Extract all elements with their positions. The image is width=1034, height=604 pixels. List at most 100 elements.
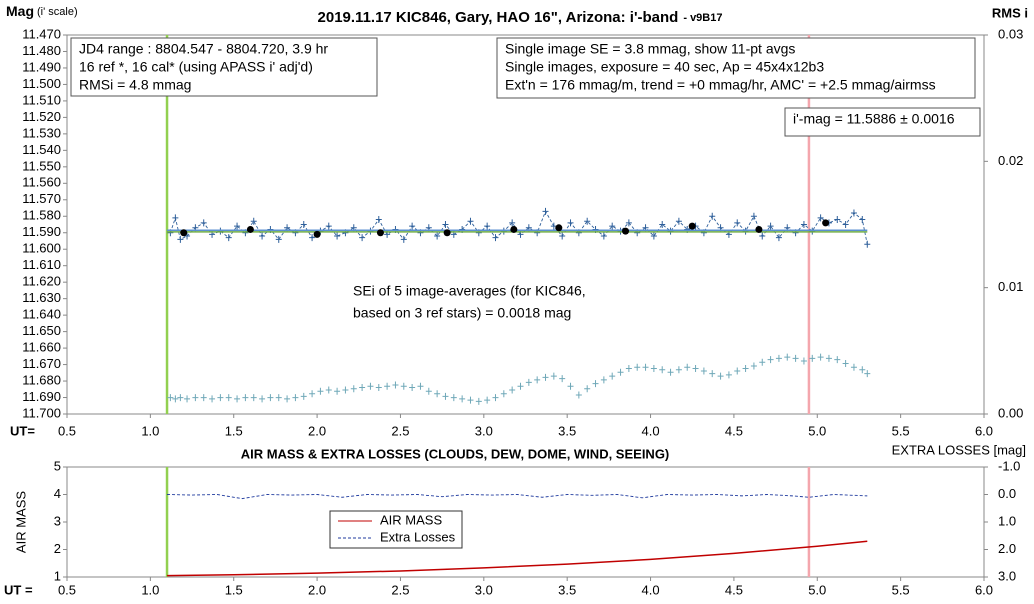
plot-area <box>66 466 985 578</box>
plus-point <box>400 235 407 243</box>
plus-point <box>434 390 441 398</box>
chart-title: 2019.11.17 KIC846, Gary, HAO 16", Arizon… <box>318 9 723 26</box>
legend-label: Extra Losses <box>380 529 456 544</box>
plus-point <box>684 363 691 371</box>
plus-point <box>342 386 349 394</box>
plus-point <box>317 387 324 395</box>
average-point <box>822 219 830 227</box>
y-tick-label: 11.510 <box>22 92 61 107</box>
y-tick-label: 11.560 <box>22 175 61 190</box>
plus-point <box>659 366 666 374</box>
y2-tick-label: 2.0 <box>998 541 1016 556</box>
y2-tick-label: 0.03 <box>998 26 1023 41</box>
plus-point <box>367 227 374 235</box>
plus-point <box>409 383 416 391</box>
y-tick-label: 11.670 <box>22 356 61 371</box>
plus-point <box>859 366 866 374</box>
x-tick-label: 2.0 <box>308 423 326 438</box>
plus-point <box>767 356 774 364</box>
plus-point <box>359 383 366 391</box>
plus-point <box>864 370 871 378</box>
plus-point <box>450 394 457 402</box>
y-tick-label: 11.660 <box>22 340 61 355</box>
average-point <box>755 225 763 233</box>
plus-point <box>864 240 871 248</box>
x-axis-label: UT= <box>10 423 35 438</box>
plus-point <box>550 372 557 380</box>
x-tick-label: 4.0 <box>642 582 660 597</box>
plus-point <box>367 382 374 390</box>
plus-point <box>259 395 266 403</box>
subtitle: - v9B17 <box>683 12 722 24</box>
plus-point <box>409 222 416 230</box>
plus-point <box>825 354 832 362</box>
plus-point <box>309 390 316 398</box>
plus-point <box>542 207 549 215</box>
x-tick-label: 1.0 <box>141 582 159 597</box>
y2-tick-label: 0.01 <box>998 279 1023 294</box>
plus-point <box>575 391 582 399</box>
plus-point <box>292 394 299 402</box>
x-tick-label: 0.5 <box>58 582 76 597</box>
annotation-text: Single image SE = 3.8 mmag, show 11-pt a… <box>505 41 795 57</box>
x-tick-label: 4.5 <box>725 582 743 597</box>
x-tick-label: 3.5 <box>558 423 576 438</box>
plus-point <box>709 212 716 220</box>
plus-point <box>192 394 199 402</box>
y-tick-label: 11.540 <box>22 142 61 157</box>
chart-title: AIR MASS & EXTRA LOSSES (CLOUDS, DEW, DO… <box>241 446 670 461</box>
y-label-main: Mag <box>6 3 34 19</box>
plus-point <box>325 386 332 394</box>
annotation-text: i'-mag = 11.5886 ± 0.0016 <box>793 111 955 127</box>
plus-point <box>184 395 191 403</box>
plus-point <box>534 376 541 384</box>
plus-point <box>375 383 382 391</box>
plus-point <box>742 227 749 235</box>
y-tick-label: 11.570 <box>22 191 61 206</box>
plus-point <box>417 382 424 390</box>
plus-point <box>567 382 574 390</box>
plus-point <box>784 353 791 361</box>
plus-point <box>275 235 282 243</box>
plus-point <box>650 365 657 373</box>
y-tick-label: 11.680 <box>22 372 61 387</box>
annotation-text: RMSi = 4.8 mmag <box>79 77 191 93</box>
annotation-text: Single images, exposure = 40 sec, Ap = 4… <box>505 59 824 75</box>
plus-point <box>525 378 532 386</box>
plus-point <box>177 394 184 402</box>
y2-tick-label: 0.0 <box>998 486 1016 501</box>
plus-point <box>200 219 207 227</box>
plus-point <box>217 227 224 235</box>
plus-point <box>742 365 749 373</box>
plus-point <box>834 356 841 364</box>
title-text: 2019.11.17 KIC846, Gary, HAO 16", Arizon… <box>318 9 679 26</box>
annotation-box <box>496 37 976 99</box>
plus-point <box>484 222 491 230</box>
x-tick-label: 3.5 <box>558 582 576 597</box>
plus-point <box>609 372 616 380</box>
y-axis-label: Mag (i' scale) <box>6 3 78 19</box>
plus-point <box>667 368 674 376</box>
plus-point <box>559 232 566 240</box>
plus-point <box>225 234 232 242</box>
plus-point <box>625 365 632 373</box>
plus-point <box>509 219 516 227</box>
y-tick-label: 11.650 <box>22 323 61 338</box>
y-tick-label: 4 <box>54 486 61 501</box>
legend-box <box>329 510 463 549</box>
y-tick-label: 11.470 <box>22 26 61 41</box>
x-tick-label: 3.0 <box>475 423 493 438</box>
x-tick-label: 2.5 <box>391 582 409 597</box>
plus-point <box>700 367 707 375</box>
annotation-box <box>784 107 981 137</box>
plus-point <box>309 234 316 242</box>
y-tick-label: 11.580 <box>22 208 61 223</box>
x-tick-label: 2.0 <box>308 582 326 597</box>
y-tick-label: 11.550 <box>22 158 61 173</box>
plus-point <box>725 371 732 379</box>
plus-point <box>350 385 357 393</box>
x-tick-label: 6.0 <box>975 423 993 438</box>
plus-point <box>675 366 682 374</box>
plus-point <box>500 390 507 398</box>
